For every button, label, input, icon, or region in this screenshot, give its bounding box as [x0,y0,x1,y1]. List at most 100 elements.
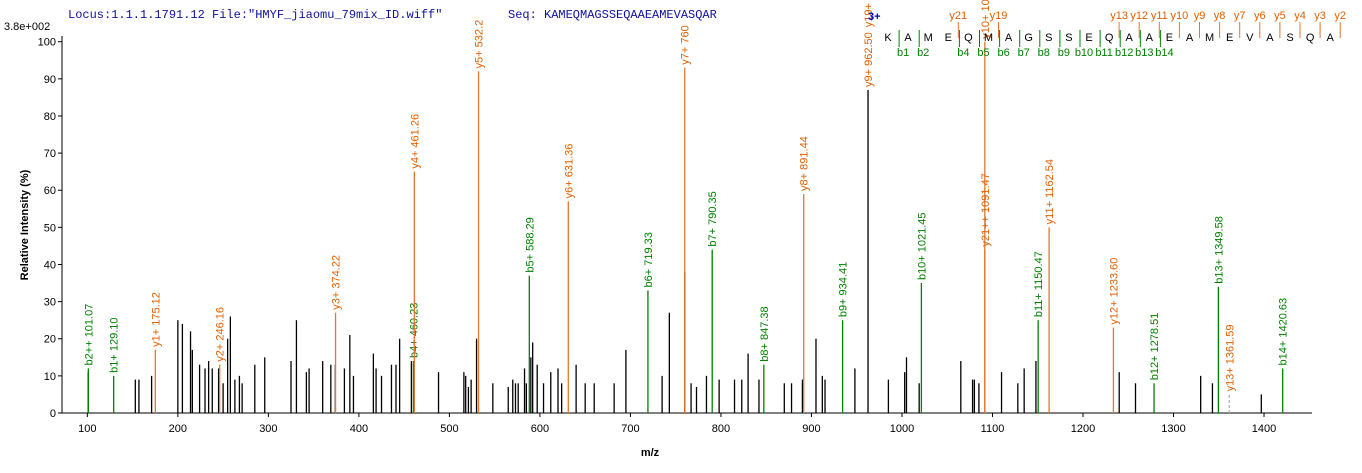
sequence-letter: E [1226,32,1233,44]
peak-label: b1+ 129.10 [109,317,121,372]
peak-label: b2++ 101.07 [83,304,95,366]
sequence-letter: A [1005,32,1013,44]
y-tick-label: 10 [44,371,56,383]
sequence-letter: K [884,32,892,44]
y-tick-label: 90 [44,74,56,86]
b-ion-label: b11 [1095,47,1113,59]
sequence-letter: M [924,32,933,44]
y-tick-label: 40 [44,259,56,271]
chart-subtitle: Seq: KAMEQMAGSSEQAAEAMEVASQAR [508,8,717,22]
sequence-letter: A [1146,32,1154,44]
y-ion-label: y12 [1130,10,1148,22]
peak-label: b13+ 1349.58 [1213,216,1225,284]
b-ion-label: b9 [1058,47,1070,59]
peak-label: b14+ 1420.63 [1278,298,1290,366]
sequence-letter: Q [964,32,973,44]
peak-label: y21++ 1091.47 [980,173,992,246]
peak-label: y11+ 1162.54 [1044,159,1056,224]
charge: 3+ [868,11,881,23]
y-tick-label: 50 [44,222,56,234]
x-tick-label: 500 [440,423,458,435]
x-tick-label: 100 [78,423,96,435]
peak-label: y8+ 891.44 [799,136,811,191]
x-tick-label: 900 [802,423,820,435]
x-tick-label: 700 [621,423,639,435]
peak-label: y13+ 1361.59 [1224,324,1236,391]
peak-label: b12+ 1278.51 [1149,313,1161,381]
sequence-letter: S [1045,32,1052,44]
peak-label: b10+ 1021.45 [916,212,928,280]
b-ion-label: b10 [1075,47,1093,59]
y-ion-label: y13 [1110,10,1128,22]
b-ion-label: b4 [957,47,969,59]
sequence-letter: A [904,32,912,44]
sequence-letter: A [1327,32,1335,44]
y-ion-label: y9 [1194,10,1206,22]
b-ion-label: b2 [917,47,929,59]
y-ion-label: y19 [990,10,1008,22]
x-tick-label: 300 [259,423,277,435]
sequence-letter: G [1024,32,1033,44]
b-ion-label: b1 [897,47,909,59]
y-ion-label: y8 [1214,10,1226,22]
sequence-letter: A [1126,32,1134,44]
y-tick-label: 80 [44,111,56,123]
y-ion-label: y21 [949,10,967,22]
x-tick-label: 1000 [890,423,914,435]
y-ion-label: y6 [1254,10,1266,22]
y-axis-label: Relative Intensity (%) [19,169,31,280]
y-tick-label: 20 [44,334,56,346]
peak-label: y7+ 760 [680,25,692,64]
b-ion-label: b12 [1115,47,1133,59]
y-tick-label: 60 [44,185,56,197]
y-tick-label: 0 [50,408,56,420]
peak-label: y9+ 962.50 [863,32,875,87]
peak-label: y10+ 1091.51 [980,0,992,39]
peak-label: y5+ 532.2 [474,20,486,69]
y-tick-label: 70 [44,148,56,160]
x-tick-label: 400 [350,423,368,435]
sequence-letter: Q [1105,32,1114,44]
b-ion-label: b6 [997,47,1009,59]
peak-label-extra: y19+ [863,3,875,27]
peak-label: y2+ 246.16 [215,307,227,362]
x-axis-label: m/z [641,447,660,459]
x-tick-label: 1400 [1252,423,1276,435]
y-scale-label: 3.8e+002 [4,21,50,33]
sequence-letter: A [1266,32,1274,44]
x-tick-label: 200 [169,423,187,435]
x-tick-label: 1300 [1161,423,1185,435]
y-ion-label: y11 [1151,10,1168,22]
sequence-letter: E [1085,32,1092,44]
y-ion-label: y5 [1274,10,1286,22]
x-tick-label: 1100 [981,423,1005,435]
y-ion-label: y10 [1171,10,1189,22]
b-ion-label: b7 [1018,47,1030,59]
b-ion-label: b13 [1135,47,1153,59]
peak-label: b9+ 934.41 [838,262,850,317]
y-ion-label: y7 [1234,10,1246,22]
y-ion-label: y3 [1314,10,1326,22]
x-tick-label: 1200 [1071,423,1095,435]
peak-label: y4+ 461.26 [409,114,421,169]
peak-label: b6+ 719.33 [643,232,655,287]
sequence-letter: S [1065,32,1072,44]
sequence-letter: E [945,32,952,44]
y-ion-label: y2 [1334,10,1346,22]
sequence-letter: Q [1306,32,1315,44]
peak-label: b5+ 588.29 [524,217,536,272]
sequence-letter: A [1186,32,1194,44]
peak-label: y3+ 374.22 [331,255,343,310]
peak-label: y1+ 175.12 [150,292,162,347]
y-ion-label: y4 [1294,10,1306,22]
peak-label: b8+ 847.38 [759,306,771,361]
b-ion-label: b14 [1155,47,1173,59]
sequence-letter: S [1286,32,1293,44]
x-tick-label: 800 [712,423,730,435]
sequence-letter: M [1205,32,1214,44]
x-tick-label: 600 [531,423,549,435]
peak-label: b7+ 790.35 [707,191,719,246]
peak-label: y12+ 1233.60 [1108,258,1120,325]
peak-label: b11+ 1150.47 [1033,251,1045,317]
